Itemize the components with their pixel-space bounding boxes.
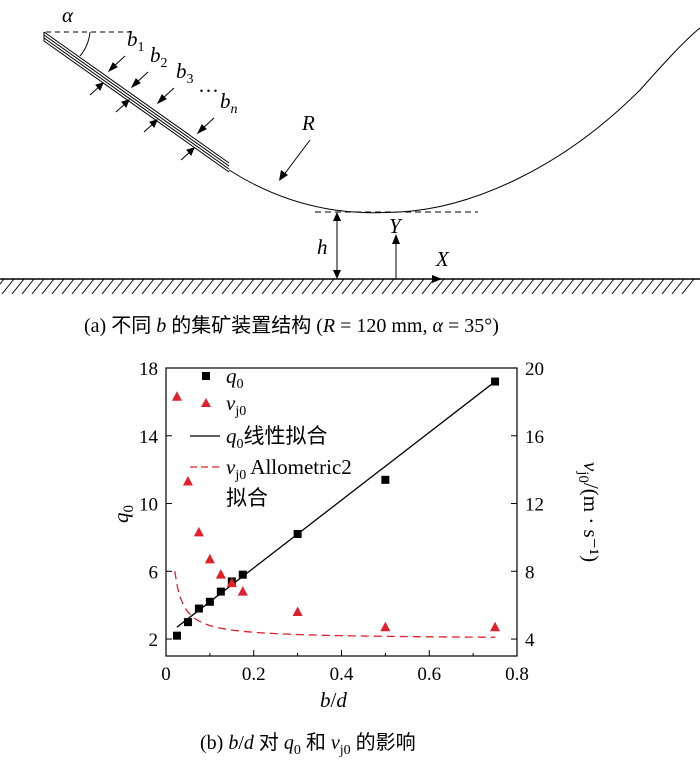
panel-a-diagram: α b1 b2 b3 ··· bn R h [0, 3, 700, 295]
x-tick-label: 0.8 [505, 664, 529, 685]
vj0-point [215, 569, 226, 579]
collector-plates [43, 31, 230, 173]
h-arrow-top [333, 212, 341, 221]
panel-a-caption: (a) 不同 b 的集矿装置结构 (R = 120 mm, α = 35°) [84, 314, 499, 337]
legend-vj0-marker [201, 398, 211, 407]
q0-point [491, 377, 500, 386]
vj0-point [204, 553, 215, 564]
vj0-allometric-fit-curve [174, 571, 496, 638]
y2-tick-label: 16 [525, 427, 544, 448]
legend-q0-marker [202, 372, 210, 380]
vj0-point [380, 621, 391, 632]
q0-point [183, 618, 192, 627]
vj0-point [171, 391, 182, 401]
data-points [171, 377, 501, 640]
x-axis-label: b/d [320, 688, 347, 712]
plot-frame [165, 367, 518, 657]
chart: 0 0.2 0.4 0.6 0.8 2 6 10 14 18 4 8 12 16 20 q0 vj0/(m … [109, 359, 603, 712]
x-tick-label: 0.4 [330, 664, 354, 685]
y2-tick-label: 4 [525, 630, 535, 651]
y-axis-head [392, 234, 400, 244]
vj0-point [226, 577, 237, 588]
y-tick-label: 10 [139, 495, 158, 516]
y-tick-label: 6 [149, 562, 159, 583]
q0-point [216, 587, 225, 596]
alpha-label: α [62, 3, 74, 27]
q0-point [381, 475, 390, 484]
axis-ticks: 0 0.2 0.4 0.6 0.8 2 6 10 14 18 4 8 12 16 20 [139, 359, 544, 685]
vj0-point [490, 621, 501, 632]
vj0-point [182, 476, 193, 486]
q0-point [172, 631, 181, 640]
y-axis-label: q0 [109, 505, 137, 523]
fit-curves [174, 381, 496, 638]
legend-q0-fit-label: q0线性拟合 [226, 424, 328, 452]
b1-label: b1 [127, 27, 145, 55]
q0-point [205, 597, 214, 606]
legend: q0 vj0 q0线性拟合 vj0 Allometric2 拟合 [190, 364, 352, 510]
vj0-point [292, 606, 303, 616]
legend-vj0-fit-label: vj0 Allometric2 [226, 455, 352, 483]
q0-point [293, 530, 302, 539]
legend-vj0-label: vj0 [226, 391, 246, 419]
y-tick-label: 14 [139, 427, 159, 448]
x-tick-label: 0 [161, 664, 171, 685]
y2-tick-label: 12 [525, 495, 544, 516]
q0-point [238, 570, 247, 579]
r-arrow-head [279, 170, 288, 181]
y-tick-label: 2 [149, 630, 159, 651]
y-tick-label: 18 [139, 359, 158, 380]
x-tick-label: 0.2 [242, 664, 266, 685]
panel-b-caption: (b) b/d 对 q0 和 vj0 的影响 [200, 731, 416, 758]
x-axis-head [432, 275, 442, 283]
alpha-arc [79, 31, 91, 57]
dots-label: ··· [198, 79, 219, 103]
y2-tick-label: 8 [525, 562, 535, 583]
y2-tick-label: 20 [525, 359, 544, 380]
q0-point [194, 604, 203, 613]
h-label: h [317, 235, 328, 259]
bn-label: bn [220, 89, 238, 117]
b3-label: b3 [176, 59, 194, 87]
x-tick-label: 0.6 [417, 664, 441, 685]
legend-q0-label: q0 [226, 364, 244, 392]
r-label: R [301, 111, 315, 135]
h-arrow-bottom [333, 270, 341, 279]
vj0-point [193, 526, 204, 537]
y-label: Y [389, 214, 403, 238]
b2-label: b2 [150, 43, 168, 71]
legend-vj0-fit-label-line2: 拟合 [226, 486, 268, 510]
y2-axis-label: vj0/(m · s⁻¹) [575, 462, 603, 562]
plate-arrows [89, 55, 215, 161]
track-curve [228, 27, 700, 214]
x-label: X [435, 247, 450, 271]
r-arrow [282, 139, 311, 177]
vj0-point [237, 586, 248, 596]
ground-hatch [0, 278, 695, 295]
